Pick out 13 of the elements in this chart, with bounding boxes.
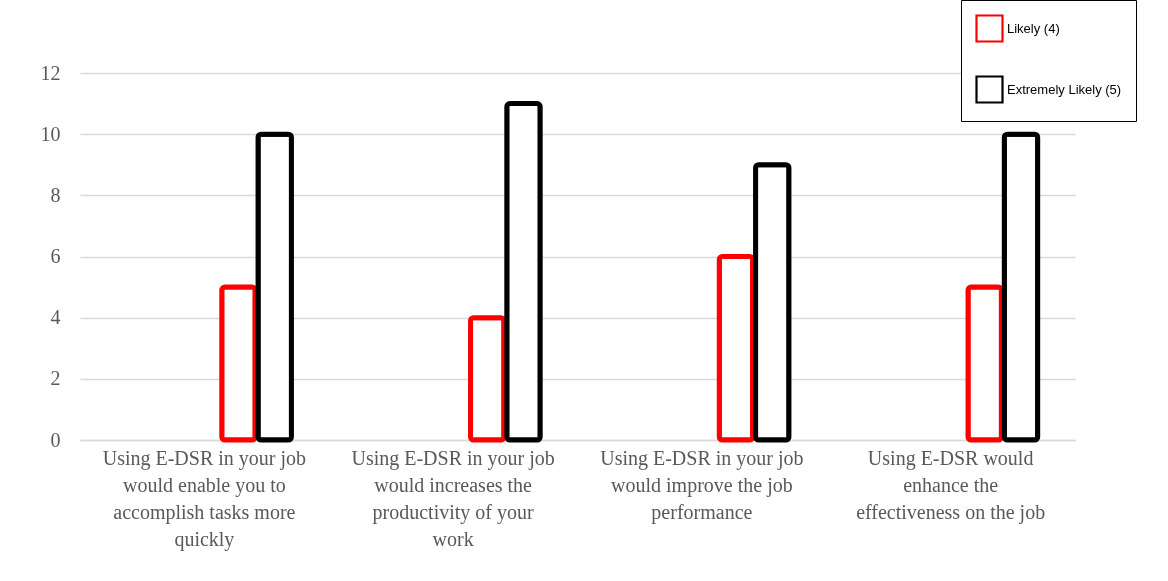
x-tick-label: Using E-DSR would enhance the effectiveness on the job — [856, 446, 1046, 524]
y-tick-label: 0 — [50, 428, 61, 451]
y-tick-label: 2 — [50, 367, 61, 390]
legend-label: Extremely Likely (5) — [1007, 81, 1122, 97]
y-tick-label: 6 — [50, 245, 61, 267]
x-tick-label: Using E-DSR in your job would increases the productivity of your work — [351, 446, 555, 550]
x-tick-label: Using E-DSR in your job would improve the job performance — [600, 446, 804, 524]
y-tick-label: 8 — [50, 183, 61, 206]
y-tick-label: 4 — [50, 306, 61, 329]
x-tick-label: Using E-DSR in your job would enable you to accomplish tasks more quickly — [102, 446, 307, 551]
y-tick-label: 12 — [40, 61, 61, 84]
y-tick-label: 10 — [40, 122, 61, 145]
legend-label: Likely (4) — [1007, 20, 1060, 36]
